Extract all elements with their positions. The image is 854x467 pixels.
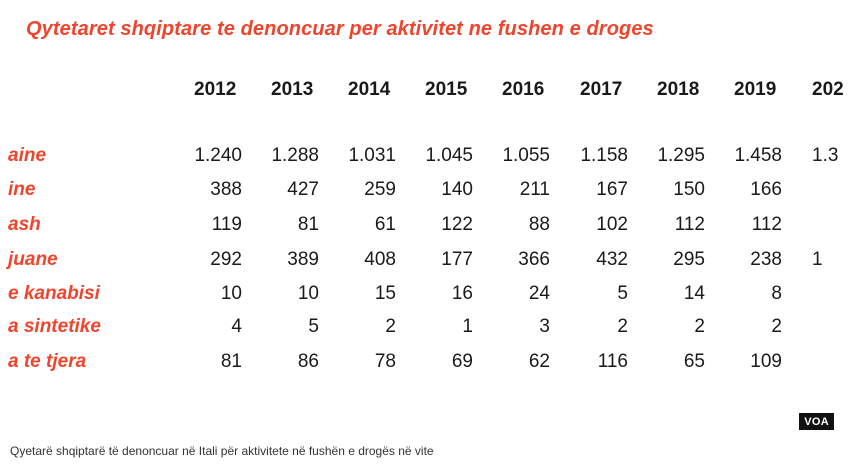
table-cell: 1.288: [271, 145, 319, 166]
figure-title: Qytetaret shqiptare te denoncuar per akt…: [26, 18, 654, 40]
table-cell: 102: [596, 214, 628, 235]
year-header-2016: 2016: [502, 79, 545, 100]
year-header-202: 202: [812, 79, 844, 100]
table-cell: 177: [441, 249, 473, 270]
table-cell: 8: [771, 283, 782, 304]
table-cell: 1.240: [194, 145, 242, 166]
table-cell: 366: [518, 249, 550, 270]
table-cell: 65: [683, 351, 705, 372]
table-cell: 1.158: [580, 145, 628, 166]
row-label: aine: [8, 145, 47, 166]
year-header-2017: 2017: [580, 79, 623, 100]
table-cell: 4: [231, 316, 242, 337]
row-label: ine: [8, 179, 36, 200]
row-label: juane: [8, 249, 58, 270]
table-cell: 1: [462, 316, 473, 337]
table-cell: 88: [528, 214, 550, 235]
table-cell: 408: [364, 249, 396, 270]
table-cell: 24: [528, 283, 550, 304]
table-cell: 295: [673, 249, 705, 270]
table-cell: 112: [674, 214, 705, 235]
table-cell: 2: [617, 316, 628, 337]
row-label: a sintetike: [8, 316, 101, 337]
row-label: e kanabisi: [8, 283, 100, 304]
table-cell: 109: [750, 351, 782, 372]
table-cell: 5: [617, 283, 628, 304]
row-label: ash: [8, 214, 41, 235]
table-cell: 1.295: [657, 145, 705, 166]
table-cell: 112: [751, 214, 782, 235]
table-cell: 2: [694, 316, 705, 337]
table-cell: 259: [364, 179, 396, 200]
table-cell: 150: [673, 179, 705, 200]
table-cell: 389: [287, 249, 319, 270]
figure-image: Qytetaret shqiptare te denoncuar per akt…: [8, 18, 844, 430]
table-cell: 15: [374, 283, 396, 304]
table-cell: 5: [308, 316, 319, 337]
table-cell: 81: [220, 351, 242, 372]
table-cell: 1.055: [502, 145, 550, 166]
table-cell: 16: [451, 283, 473, 304]
table-cell: 81: [297, 214, 319, 235]
year-header-2015: 2015: [425, 79, 468, 100]
voa-logo: VOA: [799, 413, 834, 430]
image-caption: Qyetarë shqiptarë të denoncuar në Itali …: [10, 444, 434, 458]
table-cell: 1.458: [734, 145, 782, 166]
table-cell: 1.045: [425, 145, 473, 166]
table-cell: 167: [596, 179, 628, 200]
table-cell: 62: [528, 351, 550, 372]
table-cell: 1.3: [812, 145, 839, 166]
table-cell: 432: [596, 249, 628, 270]
table-cell: 211: [519, 179, 550, 200]
table-cell: 388: [210, 179, 242, 200]
table-cell: 116: [597, 351, 628, 372]
table-cell: 10: [297, 283, 319, 304]
table-cell: 2: [771, 316, 782, 337]
year-header-2014: 2014: [348, 79, 391, 100]
table-cell: 1.031: [348, 145, 396, 166]
year-header-2012: 2012: [194, 79, 237, 100]
table-cell: 140: [441, 179, 473, 200]
year-header-2018: 2018: [657, 79, 700, 100]
table-cell: 86: [297, 351, 319, 372]
table-cell: 78: [374, 351, 396, 372]
table-cell: 14: [683, 283, 705, 304]
year-header-2019: 2019: [734, 79, 777, 100]
table-cell: 69: [451, 351, 473, 372]
table-cell: 427: [287, 179, 319, 200]
table-cell: 1: [812, 249, 823, 270]
table-cell: 122: [441, 214, 473, 235]
table-cell: 3: [539, 316, 550, 337]
table-cell: 2: [385, 316, 396, 337]
year-header-2013: 2013: [271, 79, 314, 100]
table-cell: 61: [374, 214, 396, 235]
table-cell: 166: [750, 179, 782, 200]
table-cell: 238: [750, 249, 782, 270]
table-cell: 292: [210, 249, 242, 270]
table-cell: 10: [220, 283, 242, 304]
row-label: a te tjera: [8, 351, 87, 372]
table-cell: 119: [211, 214, 242, 235]
